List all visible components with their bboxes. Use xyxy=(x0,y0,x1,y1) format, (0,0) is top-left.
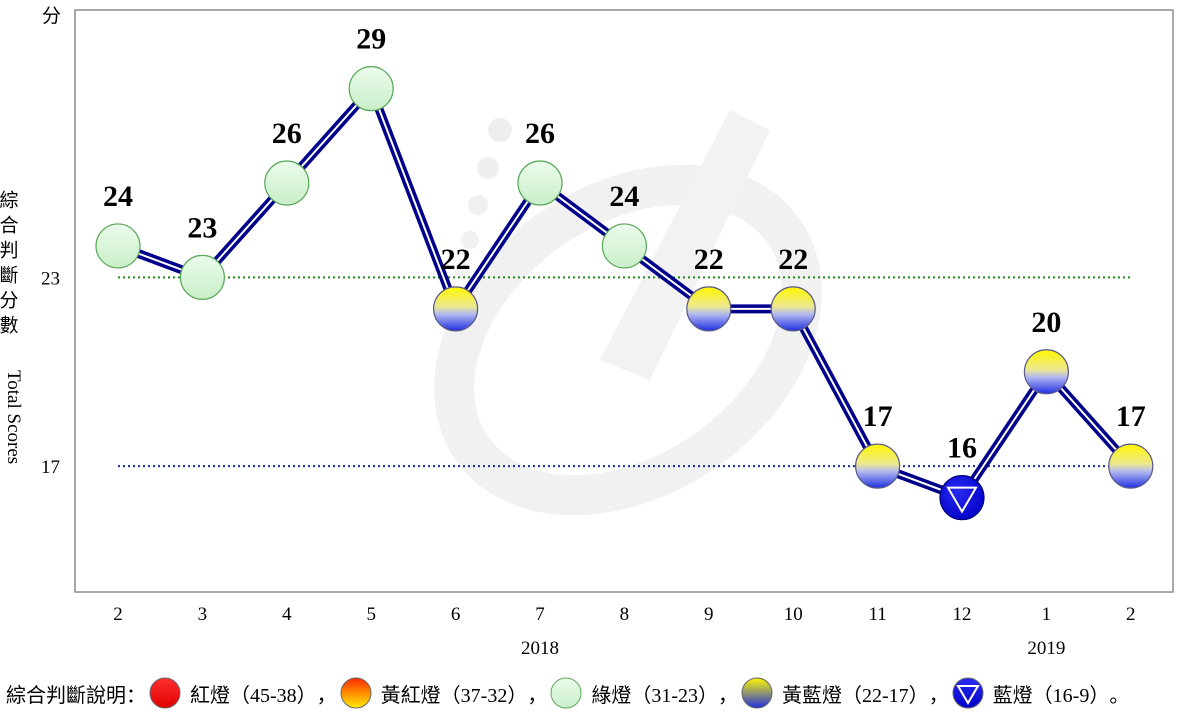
data-point-yellow-blue xyxy=(433,286,479,332)
data-label: 16 xyxy=(947,432,977,465)
legend-label: 黃紅燈（37-32） xyxy=(380,684,528,707)
data-point-green xyxy=(601,223,648,269)
legend-item-yellow-red: 黃紅燈（37-32）， xyxy=(337,676,548,710)
x-tick-label: 5 xyxy=(366,604,376,625)
x-tick-label: 3 xyxy=(198,604,208,625)
legend-label: 紅燈（45-38） xyxy=(190,684,317,707)
legend-separator: ， xyxy=(316,684,337,707)
legend-title: 綜合判斷說明： xyxy=(6,684,146,707)
data-point-yellow-blue xyxy=(686,286,732,332)
data-label: 24 xyxy=(103,180,133,213)
data-point-green xyxy=(179,254,225,301)
yellow-blue-signal-icon xyxy=(741,677,773,709)
legend-separator: ， xyxy=(527,684,548,707)
x-tick-label: 1 xyxy=(1042,604,1052,625)
y-tick-label: 23 xyxy=(41,268,60,289)
data-label: 26 xyxy=(272,117,302,150)
green-signal-icon xyxy=(550,677,582,709)
x-tick-label: 8 xyxy=(620,604,630,625)
x-tick-label: 2 xyxy=(1126,604,1136,625)
data-label: 20 xyxy=(1031,306,1061,339)
plot-frame xyxy=(74,9,1174,593)
x-tick-label: 9 xyxy=(704,604,714,625)
data-point-yellow-blue xyxy=(1023,349,1070,395)
data-label: 22 xyxy=(778,243,808,276)
series-line-highlight xyxy=(117,86,1132,499)
legend-separator: 。 xyxy=(1109,684,1130,707)
y-unit-label: 分 xyxy=(42,5,61,27)
data-label: 17 xyxy=(863,400,893,433)
data-label: 17 xyxy=(1116,400,1146,433)
x-tick-label: 4 xyxy=(282,604,292,625)
data-point-yellow-blue xyxy=(770,286,816,332)
legend-label: 綠燈（31-23） xyxy=(591,684,719,707)
x-tick-label: 11 xyxy=(868,604,886,625)
y-axis-title-zh: 綜合判斷分數 xyxy=(0,190,18,340)
legend-separator: ， xyxy=(928,684,949,707)
legend-label: 黃藍燈（22-17） xyxy=(782,684,929,707)
series-line xyxy=(116,80,1135,504)
legend-item-blue: 藍燈（16-9）。 xyxy=(949,676,1130,710)
data-point-green xyxy=(348,66,394,112)
watermark-logo xyxy=(434,110,822,516)
data-point-blue xyxy=(939,475,985,521)
data-point-yellow-blue xyxy=(854,443,901,489)
data-point-green xyxy=(95,223,141,269)
data-point-green xyxy=(264,160,310,206)
y-axis-title-en: Total Scores xyxy=(3,370,24,464)
data-label: 23 xyxy=(187,211,217,244)
x-tick-label: 7 xyxy=(535,604,545,625)
signal-legend: 綜合判斷說明： 紅燈（45-38），黃紅燈（37-32），綠燈（31-23），黃… xyxy=(6,673,1129,713)
data-point-yellow-blue xyxy=(1108,443,1154,489)
year-label: 2019 xyxy=(1027,638,1065,659)
legend-label: 藍燈（16-9） xyxy=(992,684,1110,707)
legend-item-yellow-blue: 黃藍燈（22-17）， xyxy=(738,676,949,710)
y-tick-label: 17 xyxy=(41,457,60,478)
x-tick-label: 10 xyxy=(784,604,803,625)
data-label: 24 xyxy=(609,180,639,213)
legend-item-red: 紅燈（45-38）， xyxy=(146,676,337,710)
x-tick-label: 12 xyxy=(953,604,972,625)
legend-item-green: 綠燈（31-23）， xyxy=(547,676,738,710)
yellow-red-signal-icon xyxy=(340,677,372,709)
x-tick-label: 6 xyxy=(451,604,461,625)
data-point-green xyxy=(517,160,563,206)
x-tick-label: 2 xyxy=(113,604,123,625)
data-label: 22 xyxy=(694,243,724,276)
legend-separator: ， xyxy=(718,684,739,707)
blue-signal-icon xyxy=(952,677,984,709)
data-label: 29 xyxy=(356,23,386,56)
data-label: 22 xyxy=(441,243,471,276)
red-signal-icon xyxy=(149,677,181,709)
year-label: 2018 xyxy=(521,638,559,659)
data-label: 26 xyxy=(525,117,555,150)
